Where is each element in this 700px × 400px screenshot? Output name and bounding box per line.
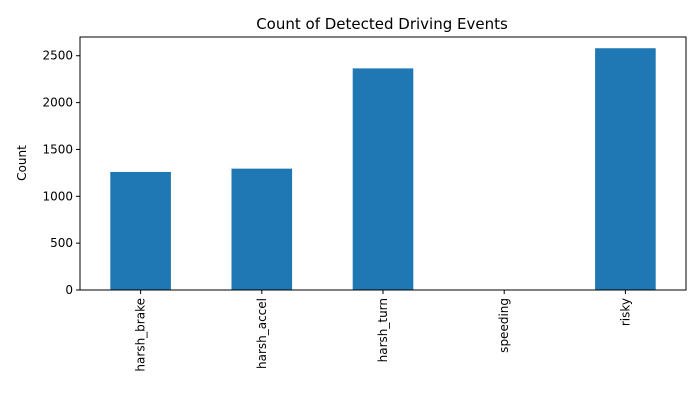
y-tick-label: 1500	[42, 142, 73, 156]
bar-harsh-accel	[231, 168, 293, 290]
x-tick-label: harsh_accel	[255, 298, 269, 369]
y-tick-label: 2000	[42, 96, 73, 110]
bar-harsh-brake	[110, 171, 171, 290]
x-tick-label: risky	[618, 298, 632, 326]
y-tick-label: 1000	[42, 189, 73, 203]
x-tick-label: speeding	[497, 298, 511, 353]
y-tick-label: 500	[50, 236, 73, 250]
x-tick-label: harsh_brake	[134, 298, 148, 372]
x-tick-label: harsh_turn	[376, 298, 390, 362]
y-tick-label: 2500	[42, 49, 73, 63]
bar-harsh-turn	[352, 68, 414, 290]
axes-frame	[79, 36, 687, 291]
y-axis-label: Count	[15, 145, 29, 181]
chart-title: Count of Detected Driving Events	[256, 15, 508, 33]
bar-risky	[595, 48, 656, 290]
y-tick-label: 0	[65, 283, 73, 297]
plot-area: 0 500 1000 1500 2000 2500 harsh_brake harsh_acc…	[42, 36, 687, 372]
